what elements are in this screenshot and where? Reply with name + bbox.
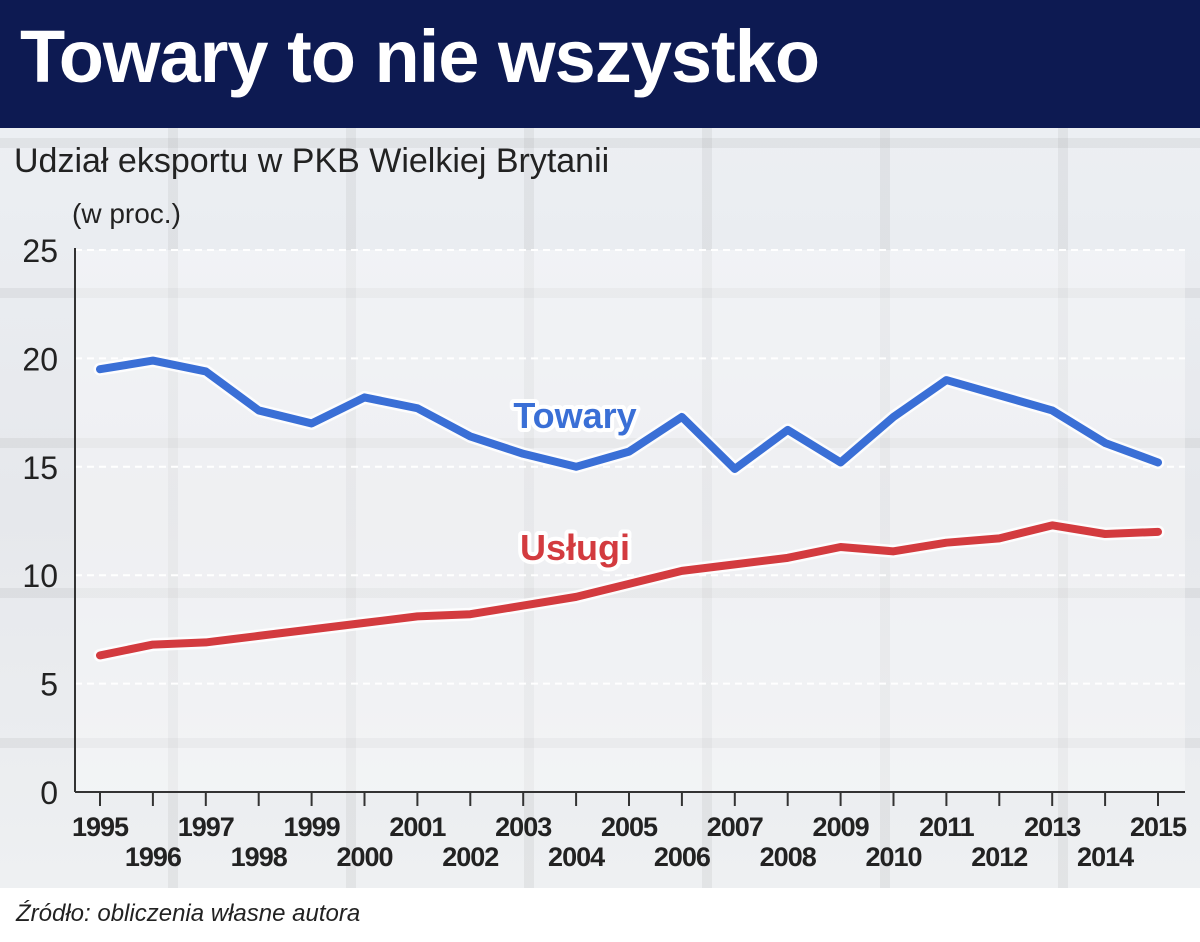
y-tick-label: 10: [22, 558, 58, 594]
x-tick-label: 1998: [231, 842, 288, 872]
x-tick-label: 1996: [125, 842, 182, 872]
x-tick-label: 1995: [72, 812, 129, 842]
y-tick-label: 15: [22, 450, 58, 486]
series-label-halo: Towary: [513, 395, 636, 436]
source-note: Źródło: obliczenia własne autora: [16, 900, 361, 927]
y-tick-label: 0: [40, 775, 58, 811]
x-tick-label: 2005: [601, 812, 658, 842]
x-tick-label: 1999: [284, 812, 341, 842]
x-tick-label: 2010: [865, 842, 921, 872]
x-tick-label: 2008: [760, 842, 817, 872]
chart-title: Udział eksportu w PKB Wielkiej Brytanii: [14, 142, 610, 180]
y-tick-label: 20: [22, 341, 58, 377]
x-tick-label: 2006: [654, 842, 711, 872]
y-tick-label: 25: [22, 233, 58, 269]
x-tick-label: 2012: [971, 842, 1027, 872]
series-label-halo: Usługi: [520, 527, 630, 568]
x-tick-label: 2013: [1024, 812, 1081, 842]
plot-area: [75, 250, 1185, 792]
x-tick-label: 2002: [442, 842, 498, 872]
header-bar: Towary to nie wszystko: [0, 0, 1200, 128]
x-tick-label: 2000: [336, 842, 392, 872]
series-label: Towary: [513, 395, 636, 436]
x-tick-label: 1997: [178, 812, 234, 842]
x-tick-label: 2014: [1077, 842, 1134, 872]
series-line-uslugi: [96, 521, 1162, 660]
x-tick-label: 2009: [813, 812, 870, 842]
unit-label: (w proc.): [72, 198, 181, 229]
x-tick-label: 2001: [389, 812, 446, 842]
series-line-towary: [96, 356, 1162, 473]
x-tick-label: 2007: [707, 812, 763, 842]
y-tick-label: 5: [40, 667, 58, 703]
x-tick-label: 2003: [495, 812, 552, 842]
page-title: Towary to nie wszystko: [20, 15, 820, 98]
series-label: Usługi: [520, 527, 630, 568]
x-tick-label: 2011: [919, 812, 975, 842]
background-photo: [0, 128, 1200, 888]
x-tick-label: 2015: [1130, 812, 1187, 842]
x-tick-label: 2004: [548, 842, 605, 872]
